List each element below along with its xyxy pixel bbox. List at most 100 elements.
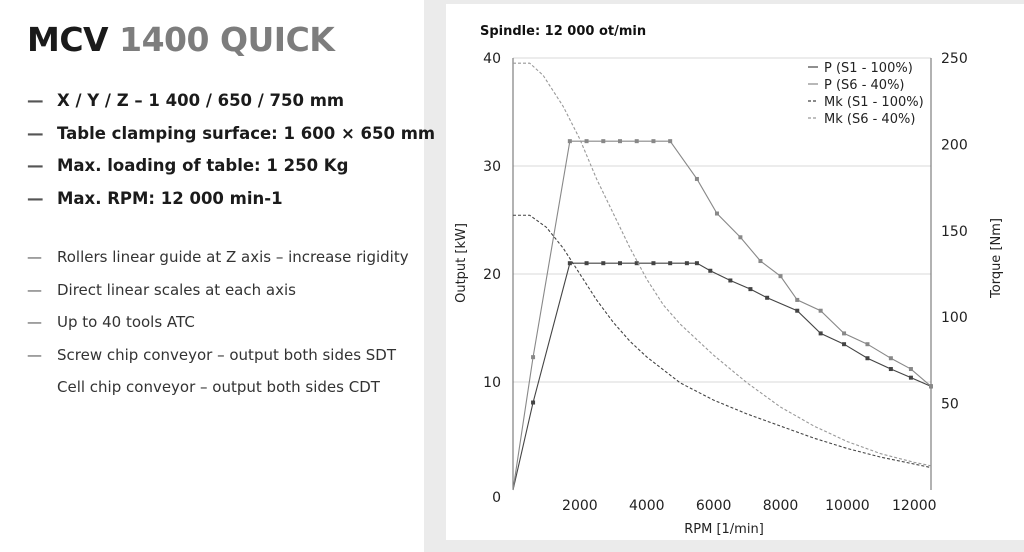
data-point (758, 259, 763, 264)
legend-label: P (S1 - 100%) (824, 61, 913, 76)
data-point (714, 211, 719, 216)
data-point (795, 297, 800, 302)
data-point (908, 367, 913, 372)
data-point (584, 261, 589, 266)
data-point (651, 139, 656, 144)
bullet-dash: — (27, 280, 42, 299)
data-point (728, 278, 733, 283)
data-point (708, 268, 713, 273)
data-point (618, 139, 623, 144)
feature-item: — Rollers linear guide at Z axis – increa… (27, 246, 422, 279)
bullet-dash: — (27, 248, 42, 266)
x-tick-label: 4000 (629, 498, 665, 514)
y2-tick-label: 200 (941, 137, 968, 153)
title-variant: 1400 QUICK (119, 20, 335, 59)
bullet-dash: — (27, 313, 42, 331)
page-title: MCV 1400 QUICK (27, 20, 335, 59)
data-point (865, 356, 870, 361)
spindle-chart: Spindle: 12 000 ot/min 0 10 20 30 40 50 100 150… (454, 24, 1004, 537)
feature-item: — Up to 40 tools ATC (27, 311, 422, 344)
chart-axes (512, 58, 932, 490)
data-point (531, 355, 536, 360)
spec-item: — Max. loading of table: 1 250 Kg (27, 155, 422, 188)
series-line (513, 214, 932, 469)
data-point (584, 139, 589, 144)
x-axis-label: RPM [1/min] (684, 522, 764, 537)
feature-item: — Direct linear scales at each axis (27, 279, 422, 312)
data-point (765, 295, 770, 300)
y-axis-label: Output [kW] (454, 223, 469, 303)
data-point (908, 375, 913, 380)
spec-item: — Table clamping surface: 1 600 × 650 mm (27, 123, 435, 156)
x-tick-label: 12000 (892, 498, 937, 514)
data-point (818, 308, 823, 313)
data-point (634, 139, 639, 144)
legend-label: P (S6 - 40%) (824, 78, 905, 93)
bullet-dash: — (27, 156, 44, 175)
feature-item: Cell chip conveyor – output both sides C… (27, 376, 422, 409)
spec-text: Max. loading of table: 1 250 Kg (57, 156, 349, 175)
data-point (567, 261, 572, 266)
bullet-dash: — (27, 123, 44, 143)
y2-tick-label: 150 (941, 224, 968, 240)
x-tick-label: 6000 (696, 498, 732, 514)
chart-series (512, 62, 933, 491)
spec-item: — X / Y / Z – 1 400 / 650 / 750 mm (27, 90, 422, 123)
legend-label: Mk (S1 - 100%) (824, 95, 924, 110)
feature-text: Direct linear scales at each axis (57, 280, 296, 299)
data-point (795, 308, 800, 313)
data-point (694, 261, 699, 266)
data-point (748, 287, 753, 292)
chart-grid (513, 57, 931, 383)
data-point (567, 139, 572, 144)
data-point (738, 235, 743, 240)
x-tick-label: 2000 (562, 498, 598, 514)
data-point (668, 261, 673, 266)
data-point (842, 331, 847, 336)
spec-list: — X / Y / Z – 1 400 / 650 / 750 mm — Table… (27, 90, 435, 409)
y-tick-label: 0 (492, 490, 501, 506)
feature-text: Up to 40 tools ATC (57, 313, 195, 331)
spec-gap (27, 220, 422, 246)
series-line (513, 62, 932, 467)
feature-text: Rollers linear guide at Z axis – increas… (57, 248, 409, 266)
data-point (888, 356, 893, 361)
feature-text: Cell chip conveyor – output both sides C… (57, 378, 380, 396)
title-model: MCV (27, 20, 109, 59)
data-point (778, 274, 783, 279)
data-point (634, 261, 639, 266)
chart-legend: P (S1 - 100%) P (S6 - 40%) Mk (S1 - 100%) M… (808, 61, 924, 127)
y2-tick-label: 100 (941, 310, 968, 326)
spec-panel: MCV 1400 QUICK — X / Y / Z – 1 400 / 650 … (0, 0, 435, 552)
y-tick-label: 20 (483, 267, 501, 283)
data-point (818, 331, 823, 336)
data-point (618, 261, 623, 266)
bullet-dash: — (27, 91, 44, 110)
y2-tick-label: 250 (941, 51, 968, 67)
data-point (929, 384, 933, 389)
y-tick-label: 40 (483, 51, 501, 67)
data-point (601, 261, 606, 266)
y2-tick-label: 50 (941, 397, 959, 413)
data-point (531, 400, 536, 405)
data-point (601, 139, 606, 144)
data-point (651, 261, 656, 266)
spec-text: X / Y / Z – 1 400 / 650 / 750 mm (57, 91, 345, 110)
data-point (684, 261, 689, 266)
feature-item: — Screw chip conveyor – output both sides… (27, 344, 422, 377)
y2-axis-label: Torque [Nm] (989, 218, 1004, 299)
y-tick-label: 10 (483, 375, 501, 391)
x-tick-label: 10000 (825, 498, 870, 514)
data-point (842, 342, 847, 347)
bullet-dash: — (27, 188, 44, 208)
y-tick-label: 30 (483, 159, 501, 175)
data-point (694, 176, 699, 181)
data-point (865, 342, 870, 347)
series-line (512, 140, 932, 491)
data-point (888, 367, 893, 372)
series-line (512, 262, 932, 491)
chart-ticks: 0 10 20 30 40 50 100 150 200 250 2000 4000 6000 8000 1… (483, 51, 968, 514)
spec-item: — Max. RPM: 12 000 min-1 (27, 188, 422, 221)
legend-label: Mk (S6 - 40%) (824, 112, 915, 127)
data-point (668, 139, 673, 144)
